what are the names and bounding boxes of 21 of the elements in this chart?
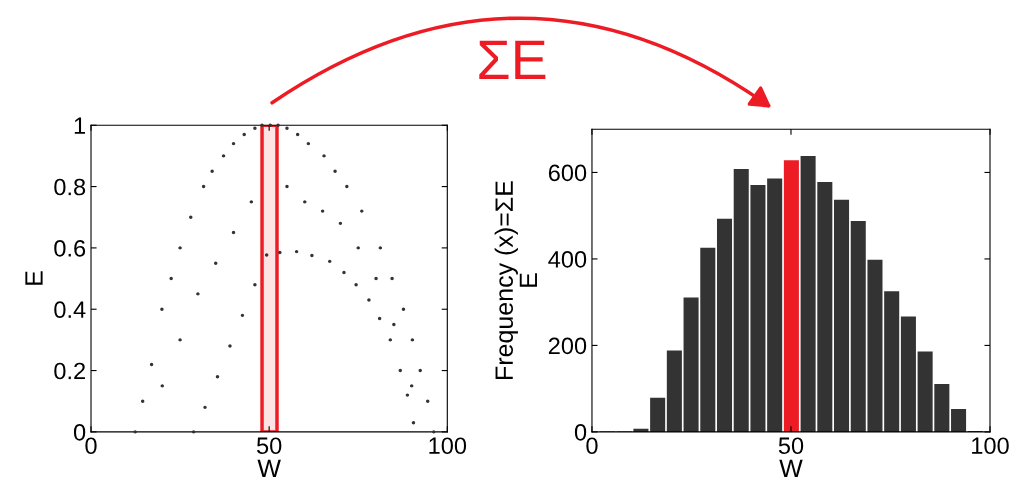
y-tick-label: 0 bbox=[73, 423, 86, 441]
y-tick-label: 0.8 bbox=[54, 178, 86, 196]
x-tick-label: 50 bbox=[778, 437, 804, 455]
x-axis-title: W bbox=[779, 459, 803, 477]
x-tick-label: 50 bbox=[256, 437, 282, 455]
y-tick-label: 200 bbox=[548, 337, 587, 355]
y-axis-title: E bbox=[25, 271, 43, 285]
text: ΣE bbox=[479, 40, 546, 79]
x-tick-label: 100 bbox=[972, 437, 1009, 455]
y-tick-label: 1 bbox=[74, 117, 85, 134]
x-axis-title: W bbox=[257, 459, 281, 477]
y-tick-label: 0.6 bbox=[54, 239, 86, 257]
x-tick-label: 0 bbox=[85, 437, 97, 455]
y-tick-label: 600 bbox=[548, 164, 587, 182]
y-tick-label: 0.2 bbox=[54, 362, 85, 380]
y-tick-label: 400 bbox=[548, 251, 587, 268]
y-axis-title: Frequency (x)=ΣE E bbox=[494, 181, 537, 379]
y-tick-label: 0 bbox=[574, 423, 587, 441]
x-tick-label: 0 bbox=[586, 437, 598, 455]
y-tick-label: 0.4 bbox=[54, 301, 86, 319]
x-tick-label: 100 bbox=[429, 437, 467, 455]
